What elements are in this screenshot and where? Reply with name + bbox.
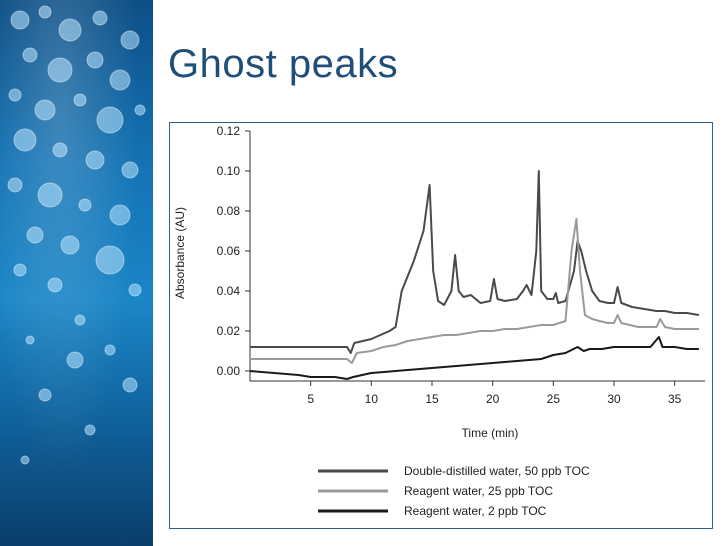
legend-label-3: Reagent water, 2 ppb TOC (404, 504, 547, 518)
chromatogram-chart: 0.00 0.02 0.04 0.06 0.08 0.10 0.12 5 10 15 20 25 30 3… (173, 124, 705, 518)
series-line-1 (250, 170, 700, 354)
x-tick-label: 15 (425, 392, 439, 406)
y-tick-label: 0.08 (217, 204, 241, 218)
y-tick-label: 0.12 (217, 124, 241, 138)
y-tick-label: 0.06 (217, 244, 241, 258)
legend: Double-distilled water, 50 ppb TOC Reagen… (318, 464, 590, 518)
x-tick-label: 20 (486, 392, 500, 406)
x-tick-label: 5 (307, 392, 314, 406)
plot-area: 0.00 0.02 0.04 0.06 0.08 0.10 0.12 5 10 15 20 25 30 3… (217, 124, 705, 406)
y-tick-label: 0.00 (217, 364, 241, 378)
series-line-3 (249, 336, 699, 380)
series-line-2 (250, 218, 699, 364)
x-tick-label: 35 (668, 392, 682, 406)
y-axis-label: Absorbance (AU) (173, 207, 187, 299)
water-bubbles-image (0, 0, 153, 546)
y-tick-label: 0.02 (217, 324, 241, 338)
x-tick-label: 25 (547, 392, 561, 406)
x-tick-label: 10 (365, 392, 379, 406)
chart-frame: 0.00 0.02 0.04 0.06 0.08 0.10 0.12 5 10 15 20 25 30 3… (169, 122, 713, 529)
x-axis-label: Time (min) (462, 426, 519, 440)
legend-label-1: Double-distilled water, 50 ppb TOC (404, 464, 590, 478)
bubbles-illustration (7, 5, 146, 465)
y-tick-label: 0.10 (217, 164, 241, 178)
x-tick-label: 30 (607, 392, 621, 406)
legend-label-2: Reagent water, 25 ppb TOC (404, 484, 553, 498)
slide-title: Ghost peaks (168, 42, 399, 86)
y-tick-label: 0.04 (217, 284, 241, 298)
